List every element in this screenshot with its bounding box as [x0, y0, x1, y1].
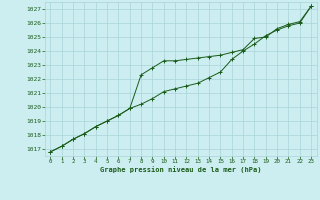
X-axis label: Graphe pression niveau de la mer (hPa): Graphe pression niveau de la mer (hPa) [100, 167, 261, 173]
